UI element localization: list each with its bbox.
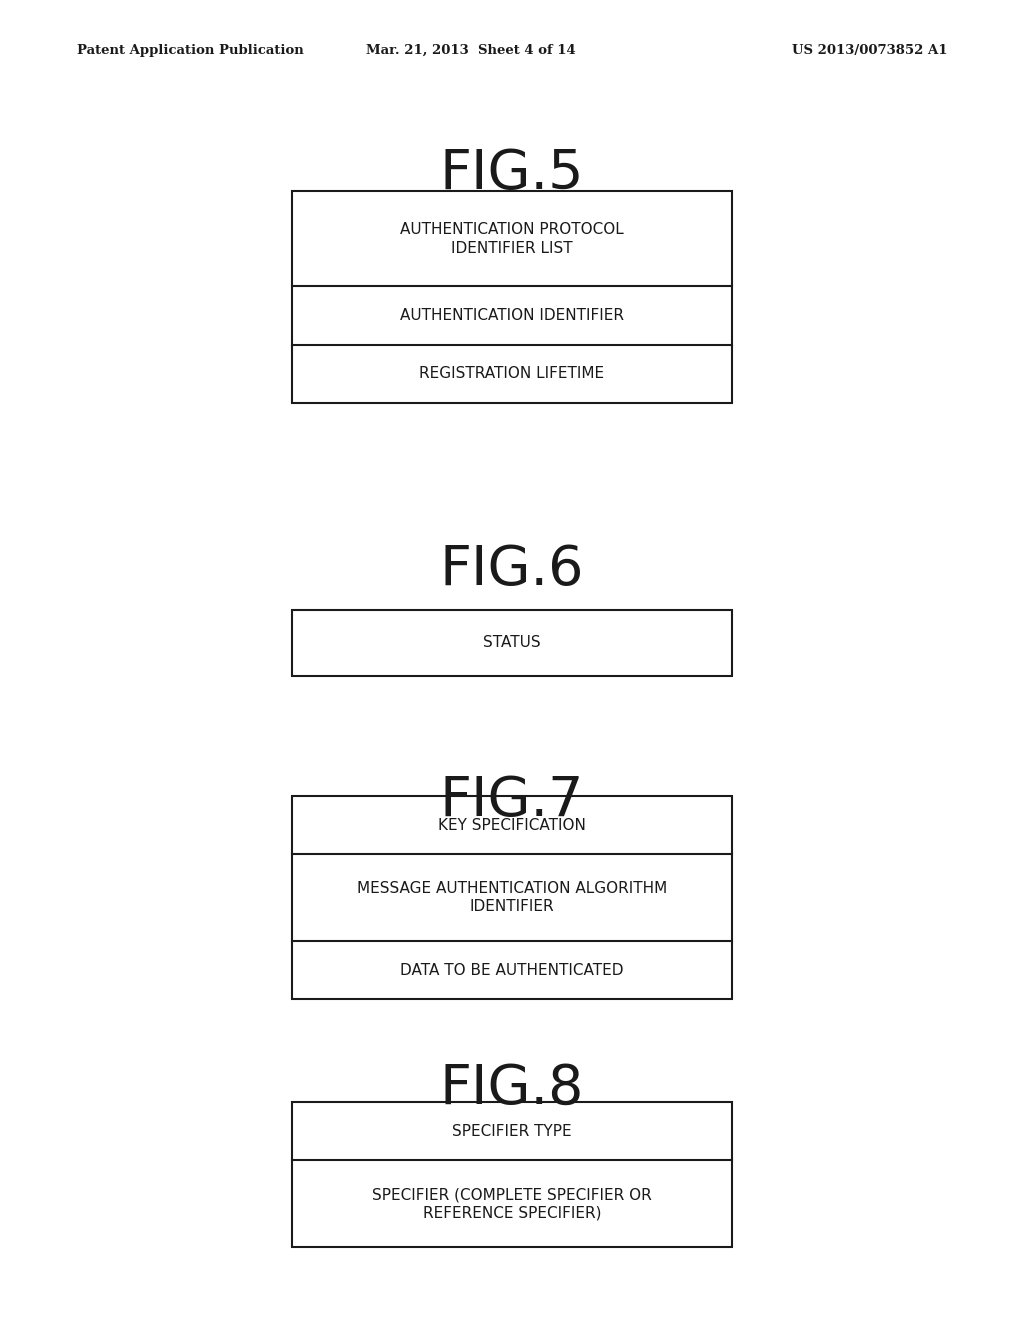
Bar [292,191,732,403]
Text: FIG.6: FIG.6 [439,544,585,597]
Text: US 2013/0073852 A1: US 2013/0073852 A1 [792,44,947,57]
Text: REGISTRATION LIFETIME: REGISTRATION LIFETIME [420,366,604,381]
Text: KEY SPECIFICATION: KEY SPECIFICATION [438,817,586,833]
Text: MESSAGE AUTHENTICATION ALGORITHM
IDENTIFIER: MESSAGE AUTHENTICATION ALGORITHM IDENTIF… [357,880,667,915]
Bar [292,796,732,999]
Text: DATA TO BE AUTHENTICATED: DATA TO BE AUTHENTICATED [400,962,624,978]
Text: AUTHENTICATION IDENTIFIER: AUTHENTICATION IDENTIFIER [400,308,624,323]
Text: Patent Application Publication: Patent Application Publication [77,44,303,57]
Text: FIG.5: FIG.5 [439,148,585,201]
Text: SPECIFIER (COMPLETE SPECIFIER OR
REFERENCE SPECIFIER): SPECIFIER (COMPLETE SPECIFIER OR REFEREN… [372,1187,652,1221]
Text: FIG.7: FIG.7 [440,775,584,828]
Text: Mar. 21, 2013  Sheet 4 of 14: Mar. 21, 2013 Sheet 4 of 14 [367,44,575,57]
Text: SPECIFIER TYPE: SPECIFIER TYPE [453,1123,571,1139]
Text: FIG.8: FIG.8 [440,1063,584,1115]
Bar [292,1102,732,1247]
Text: AUTHENTICATION PROTOCOL
IDENTIFIER LIST: AUTHENTICATION PROTOCOL IDENTIFIER LIST [400,222,624,256]
Text: STATUS: STATUS [483,635,541,651]
Bar [292,610,732,676]
